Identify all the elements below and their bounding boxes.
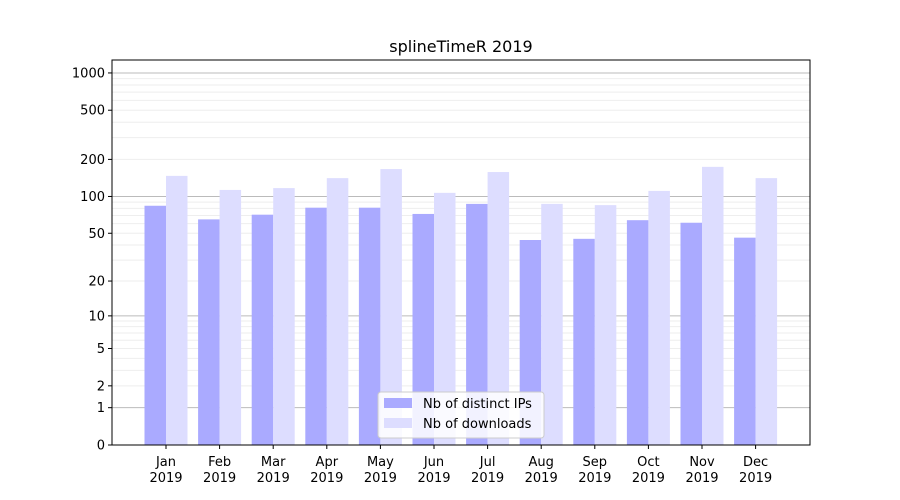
bar-downloads	[326, 178, 349, 445]
y-tick-label: 2	[97, 379, 105, 394]
y-tick-label: 5	[97, 342, 105, 357]
y-tick-label: 50	[88, 227, 105, 242]
x-tick-label: Dec 2019	[739, 455, 772, 486]
plot-frame	[111, 59, 811, 446]
bar-downloads	[648, 190, 670, 445]
bar-downloads	[434, 192, 456, 445]
y-tick-label: 0	[97, 439, 105, 454]
y-tick-label: 1	[97, 401, 105, 416]
bar-downloads	[273, 188, 295, 446]
legend-box	[377, 391, 545, 439]
bar-downloads	[487, 172, 510, 445]
bar-downloads	[755, 178, 778, 445]
x-tick-label: Sep 2019	[578, 455, 611, 486]
bar-distinct-ips	[412, 213, 434, 445]
bar-downloads	[541, 203, 563, 445]
x-tick-label: Nov 2019	[685, 455, 718, 486]
y-tick-label: 1000	[72, 66, 105, 81]
legend-swatch	[384, 418, 412, 428]
chart-title: splineTimeR 2019	[389, 37, 532, 56]
y-tick-label: 200	[80, 153, 105, 168]
y-tick-label: 10	[88, 309, 105, 324]
bar-distinct-ips	[626, 220, 649, 445]
x-tick-label: May 2019	[364, 455, 397, 486]
bar-downloads	[219, 189, 242, 445]
bar-distinct-ips	[251, 214, 274, 445]
bar-downloads	[702, 166, 724, 445]
bar-distinct-ips	[358, 207, 381, 445]
x-tick-label: Aug 2019	[525, 455, 558, 486]
bar-downloads	[594, 205, 617, 445]
legend: Nb of distinct IPs Nb of downloads	[377, 391, 545, 439]
legend-label: Nb of distinct IPs	[423, 397, 532, 412]
bar-distinct-ips	[680, 222, 702, 445]
x-tick-label: Jul 2019	[471, 455, 504, 486]
y-tick-label: 500	[80, 104, 105, 119]
x-tick-label: Oct 2019	[632, 455, 665, 486]
bar-downloads	[380, 169, 402, 445]
x-tick-label: Feb 2019	[203, 455, 236, 486]
x-tick-label: Mar 2019	[257, 455, 290, 486]
bar-distinct-ips	[573, 238, 595, 445]
bar-distinct-ips	[198, 219, 220, 445]
bar-downloads	[166, 175, 188, 445]
legend-swatch	[384, 398, 412, 408]
x-tick-label: Apr 2019	[310, 455, 343, 486]
legend-label: Nb of downloads	[423, 417, 532, 432]
bar-distinct-ips	[734, 237, 756, 445]
bar-distinct-ips	[466, 203, 488, 445]
y-tick-label: 100	[80, 190, 105, 205]
bar-distinct-ips	[144, 205, 166, 445]
x-tick-label: Jan 2019	[149, 455, 182, 486]
y-tick-label: 20	[88, 275, 105, 290]
bar-distinct-ips	[305, 207, 327, 445]
x-tick-label: Jun 2019	[417, 455, 450, 486]
